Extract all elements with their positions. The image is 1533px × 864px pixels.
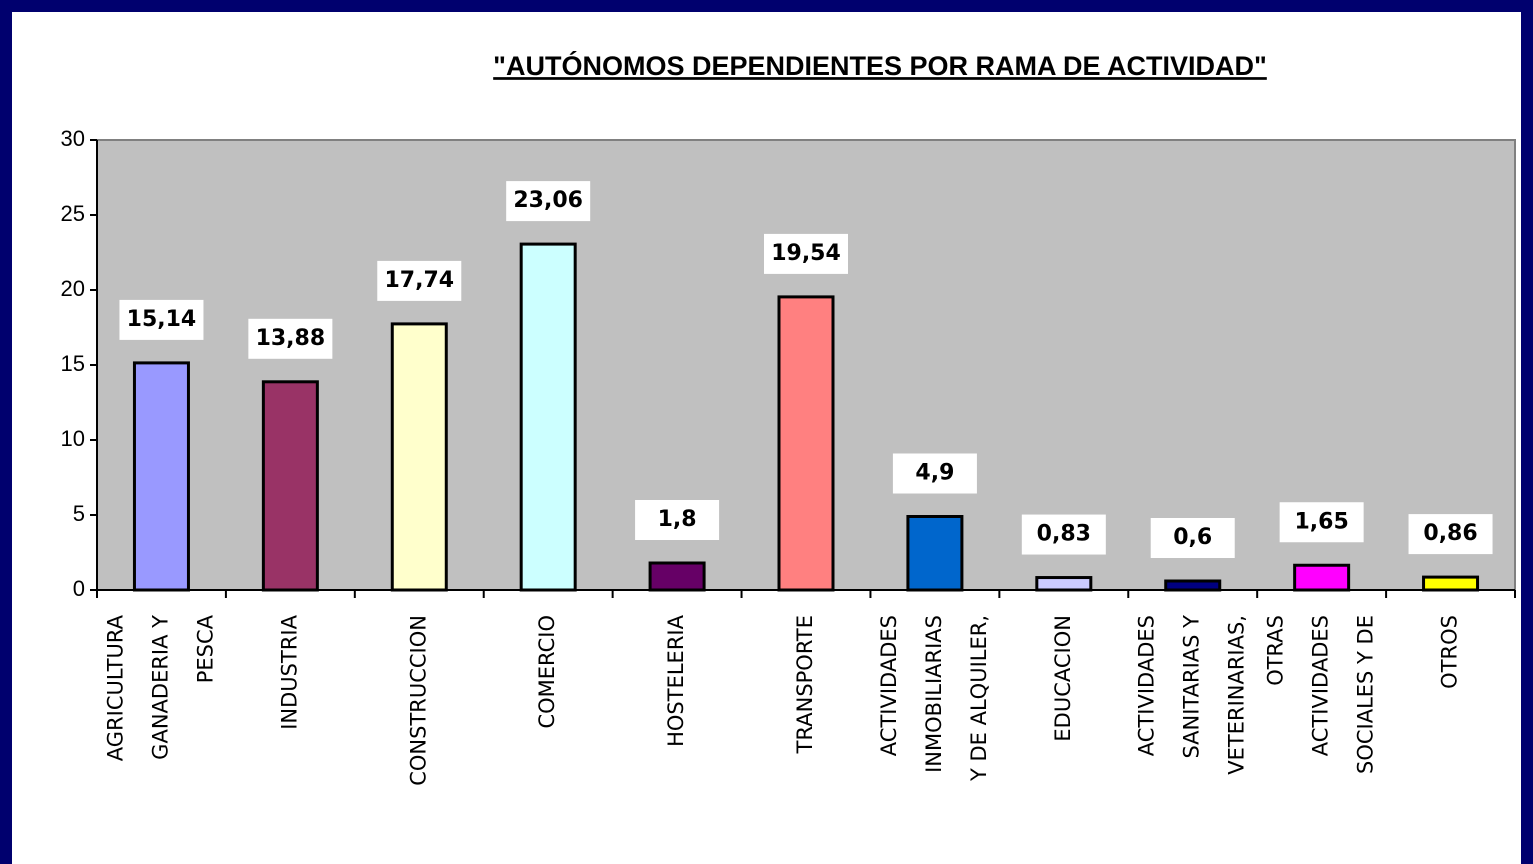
bar [1293, 563, 1351, 592]
value-label-box [1408, 514, 1493, 555]
bar [519, 242, 577, 592]
value-label-box [1279, 502, 1364, 543]
value-label-box [119, 299, 204, 340]
bar [1422, 575, 1480, 592]
x-tick-label: ACTIVIDADES [1135, 615, 1159, 756]
value-label: 0,86 [1423, 521, 1477, 546]
x-tick-label: ACTIVIDADES [877, 615, 901, 756]
value-label-box [635, 500, 720, 540]
bar [261, 380, 319, 592]
value-label: 0,6 [1173, 525, 1212, 550]
y-tick-label: 25 [61, 201, 85, 226]
x-tick-label: SOCIALES Y DE [1354, 615, 1378, 774]
y-tick-label: 15 [61, 351, 85, 376]
x-tick-label: CONSTRUCCION [406, 615, 430, 786]
y-tick-label: 30 [61, 126, 85, 151]
x-tick-label: AGRICULTURA [103, 614, 127, 761]
value-label-box [506, 181, 591, 222]
value-label-box [892, 453, 977, 494]
value-label-box [377, 260, 462, 301]
chart-title: "AUTÓNOMOS DEPENDIENTES POR RAMA DE ACTI… [493, 50, 1267, 81]
value-label: 4,9 [915, 461, 954, 486]
x-tick-label: OTROS [1438, 615, 1462, 689]
x-tick-label: COMERCIO [535, 615, 559, 729]
y-tick-label: 0 [73, 576, 85, 601]
value-label: 0,83 [1037, 522, 1091, 547]
bar [1164, 579, 1222, 592]
value-label: 23,06 [513, 188, 583, 213]
x-tick-label: Y DE ALQUILER, [967, 615, 991, 782]
y-tick-label: 10 [61, 426, 85, 451]
bar [906, 515, 964, 592]
x-tick-label: INDUSTRIA [277, 614, 301, 729]
value-label: 15,14 [127, 307, 197, 332]
x-tick-label: TRANSPORTE [793, 615, 817, 754]
x-tick-label: ACTIVIDADES [1309, 615, 1333, 756]
x-tick-label: PESCA [193, 614, 217, 683]
value-label-box [248, 318, 333, 359]
x-tick-label: SANITARIAS Y [1180, 615, 1204, 759]
y-tick-label: 20 [61, 276, 85, 301]
value-label-box [1150, 518, 1235, 558]
value-label: 17,74 [384, 268, 454, 293]
x-tick-label: INMOBILIARIAS [922, 615, 946, 773]
value-label: 1,65 [1294, 509, 1348, 534]
bar [390, 322, 448, 592]
x-tick-label: GANADERIA Y [148, 615, 172, 760]
bar [648, 561, 706, 592]
bar [777, 295, 835, 592]
x-tick-label: HOSTELERIA [664, 614, 688, 746]
x-tick-label: EDUCACION [1051, 615, 1075, 742]
value-label: 19,54 [771, 241, 841, 266]
y-tick-label: 5 [73, 501, 85, 526]
bar [1035, 576, 1093, 592]
value-label-box [764, 233, 848, 274]
x-tick-label: OTRAS [1264, 615, 1288, 686]
value-label-box [1021, 514, 1106, 555]
value-label: 13,88 [256, 326, 326, 351]
x-tick-label: VETERINARIAS, [1225, 615, 1249, 775]
bar [132, 361, 190, 592]
value-label: 1,8 [658, 507, 697, 532]
